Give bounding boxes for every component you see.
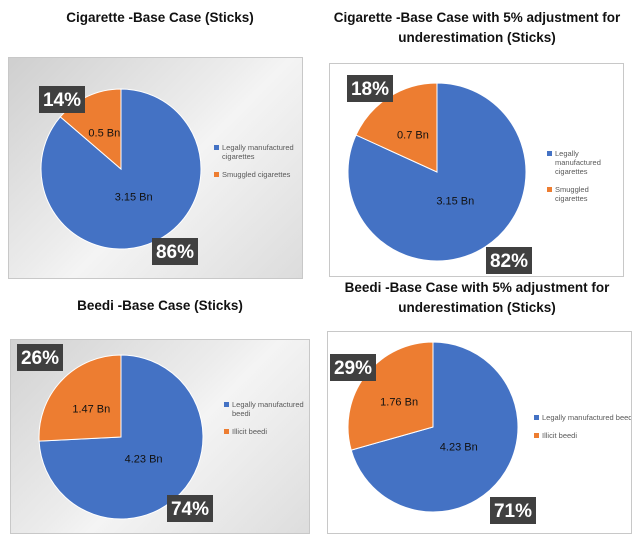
legend-swatch-illicit [534, 433, 539, 438]
legend-swatch-illicit [214, 172, 219, 177]
chart-2-title: Cigarette -Base Case with 5% adjustment … [333, 10, 621, 45]
percent-callout-illicit: 29% [330, 354, 376, 381]
pie-slice-legal [350, 341, 519, 513]
percent-callout-legal-text: 74% [171, 499, 209, 520]
chart-2-svg: 3.15 Bn 0.7 Bn 18% 82% Legally manufactured ci… [347, 75, 601, 274]
percent-callout-legal-text: 86% [156, 242, 194, 263]
percent-callout-illicit: 26% [17, 344, 63, 371]
slice-value-label-illicit: 0.5 Bn [88, 128, 120, 140]
chart-4-panel: 4.23 Bn 1.76 Bn 29% 71% Legally manufactured… [327, 331, 632, 534]
percent-callout-legal-bg [152, 238, 198, 265]
legend-swatch-legal [224, 402, 229, 407]
percent-callout-illicit-text: 18% [351, 79, 389, 100]
percent-callout-legal-bg [490, 497, 536, 524]
legend-label-legal: Legally manufactured cigarettes [222, 143, 294, 161]
chart-3-title: Beedi -Base Case (Sticks) [77, 298, 243, 313]
chart-1-title: Cigarette -Base Case (Sticks) [66, 10, 254, 25]
percent-callout-legal-text: 82% [490, 251, 528, 272]
percent-callout-illicit-bg [330, 354, 376, 381]
slice-value-label-legal: 4.23 Bn [440, 441, 478, 453]
legend-swatch-legal [214, 145, 219, 150]
legend-swatch-illicit [224, 429, 229, 434]
legend-label-legal: Legally manufactured cigarettes [555, 149, 601, 176]
percent-callout-illicit: 14% [39, 86, 85, 113]
legend-label-illicit: Smuggled cigarettes [555, 185, 589, 203]
slice-value-label-legal: 4.23 Bn [125, 453, 163, 465]
percent-callout-legal: 71% [490, 497, 536, 524]
percent-callout-legal: 74% [167, 495, 213, 522]
legend-label-illicit: Illicit beedi [232, 427, 267, 436]
legend-label-legal: Legally manufactured beedi [232, 400, 304, 418]
slice-value-label-illicit: 1.76 Bn [380, 396, 418, 408]
chart-2-panel: 3.15 Bn 0.7 Bn 18% 82% Legally manufactured ci… [329, 63, 624, 277]
percent-callout-illicit-text: 29% [334, 358, 372, 379]
legend-swatch-legal [547, 151, 552, 156]
percent-callout-illicit-text: 26% [21, 348, 59, 369]
chart-1-svg: 3.15 Bn 0.5 Bn 14% 86% Legally manufactured c… [39, 86, 294, 265]
percent-callout-illicit-text: 14% [43, 90, 81, 111]
slice-value-label-legal: 3.15 Bn [115, 192, 153, 204]
chart-3-svg: 4.23 Bn 1.47 Bn 26% 74% Legally manufactured… [17, 344, 304, 522]
chart-4-svg: 4.23 Bn 1.76 Bn 29% 71% Legally manufactured… [330, 341, 632, 524]
percent-callout-legal: 82% [486, 247, 532, 274]
percent-callout-legal-text: 71% [494, 501, 532, 522]
percent-callout-illicit-bg [347, 75, 393, 102]
percent-callout-illicit-bg [39, 86, 85, 113]
legend-swatch-legal [534, 415, 539, 420]
chart-4-title: Beedi -Base Case with 5% adjustment for … [344, 280, 610, 315]
chart-3-panel: 4.23 Bn 1.47 Bn 26% 74% Legally manufactured… [10, 339, 310, 534]
percent-callout-illicit: 18% [347, 75, 393, 102]
slice-value-label-illicit: 1.47 Bn [72, 404, 110, 416]
legend-label-illicit: Smuggled cigarettes [222, 170, 291, 179]
legend-label-legal: Legally manufactured beedi [542, 413, 632, 422]
percent-callout-legal-bg [486, 247, 532, 274]
chart-1-panel: 3.15 Bn 0.5 Bn 14% 86% Legally manufactured c… [8, 57, 303, 279]
percent-callout-legal: 86% [152, 238, 198, 265]
legend-swatch-illicit [547, 187, 552, 192]
percent-callout-illicit-bg [17, 344, 63, 371]
slice-value-label-illicit: 0.7 Bn [397, 130, 429, 142]
legend-label-illicit: Illicit beedi [542, 431, 577, 440]
percent-callout-legal-bg [167, 495, 213, 522]
slice-value-label-legal: 3.15 Bn [436, 195, 474, 207]
pie-slice-illicit [38, 354, 122, 442]
